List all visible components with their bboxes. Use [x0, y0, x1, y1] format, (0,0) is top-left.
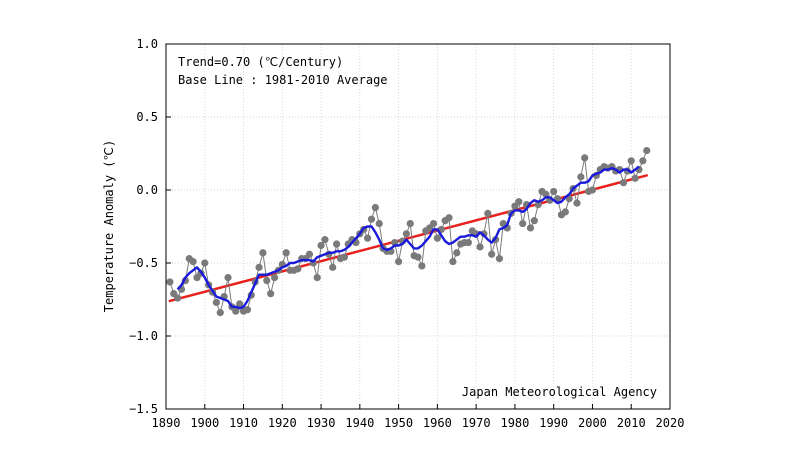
annual-anomaly-point: [270, 274, 279, 282]
x-tick-label: 1910: [229, 416, 258, 430]
annual-anomaly-point: [631, 174, 639, 182]
annual-anomaly-point: [243, 306, 252, 314]
annual-anomaly-point: [515, 198, 523, 206]
y-tick-label: −1.5: [129, 402, 158, 416]
grid-lines: [166, 44, 670, 409]
annual-anomaly-point: [340, 253, 348, 261]
annual-anomaly-point: [189, 257, 197, 266]
annual-anomaly-point: [639, 157, 647, 165]
annual-anomaly-point: [371, 203, 379, 212]
x-tick-label: 1900: [190, 416, 219, 430]
annual-anomaly-point: [476, 243, 484, 251]
y-axis-title: Temperature Anomaly (℃): [102, 140, 116, 312]
x-tick-label: 2020: [656, 416, 685, 430]
annual-anomaly-point: [232, 307, 240, 315]
annual-anomaly-point: [445, 214, 453, 222]
annual-anomaly-point: [259, 249, 267, 257]
annual-anomaly-point: [619, 179, 628, 187]
x-tick-label: 1890: [152, 416, 181, 430]
annual-anomaly-point: [433, 234, 441, 242]
annual-anomaly-point: [224, 274, 232, 282]
annual-anomaly-point: [236, 300, 244, 308]
annual-anomaly-point: [263, 276, 271, 285]
annual-anomaly-point: [305, 250, 314, 258]
source-annotation: Japan Meteorological Agency: [462, 385, 657, 399]
y-tick-label: 0.0: [136, 183, 158, 197]
annual-anomaly-point: [367, 215, 376, 223]
x-tick-label: 1990: [539, 416, 568, 430]
annual-anomaly-point: [212, 298, 220, 307]
plot-frame: [165, 43, 671, 410]
x-tick-label: 1980: [500, 416, 529, 430]
annual-anomaly-point: [294, 265, 302, 273]
y-axis-ticks: −1.5 −1.0 −0.5 0.0 0.5 1.0: [129, 37, 171, 416]
annual-anomaly-point: [534, 201, 542, 209]
y-tick-label: 0.5: [136, 110, 158, 124]
x-tick-label: 1960: [423, 416, 452, 430]
annual-anomaly-point: [581, 154, 589, 162]
annual-anomaly-point: [402, 230, 410, 238]
annual-anomaly-point: [317, 241, 325, 250]
annual-anomaly-point: [526, 224, 535, 232]
annual-anomaly-point: [201, 259, 209, 267]
annual-anomaly-point: [255, 263, 263, 271]
annual-anomaly-point: [329, 263, 337, 271]
trend-annotation: Trend=0.70 (℃/Century): [178, 55, 343, 69]
x-tick-label: 1940: [345, 416, 374, 430]
annual-anomaly-point: [484, 209, 492, 217]
y-tick-label: −1.0: [129, 329, 158, 343]
x-axis-ticks: 1890 1900 1910 1920 1930 1940 1950 1960 1970 1980…: [152, 404, 685, 430]
annual-anomaly-point: [375, 219, 383, 228]
y-tick-label: −0.5: [129, 256, 158, 270]
annual-anomaly-point: [519, 219, 527, 228]
annual-anomaly-point: [488, 250, 496, 258]
x-tick-label: 1930: [307, 416, 336, 430]
annual-anomaly-point: [395, 257, 403, 266]
annual-anomaly-point: [643, 146, 651, 155]
annual-anomaly-point: [364, 234, 372, 242]
annual-anomaly-point: [561, 208, 569, 216]
annual-anomaly-point: [174, 294, 182, 302]
annual-anomaly-point: [406, 219, 414, 228]
annual-anomaly-point: [550, 187, 558, 196]
annual-anomaly-point: [282, 249, 290, 257]
annual-anomaly-point: [166, 278, 174, 286]
annual-anomaly-point: [332, 240, 341, 248]
running-mean-line: [176, 165, 640, 310]
annual-anomaly-point: [453, 249, 461, 257]
x-tick-label: 1970: [462, 416, 491, 430]
baseline-annotation: Base Line : 1981-2010 Average: [178, 73, 388, 87]
annual-anomaly-point: [577, 173, 585, 181]
annual-anomaly-point: [267, 290, 275, 298]
x-tick-label: 2010: [617, 416, 646, 430]
annual-anomaly-point: [216, 309, 224, 317]
annual-anomaly-line: [169, 150, 648, 315]
annual-anomaly-point: [588, 186, 597, 194]
annual-anomaly-point: [418, 262, 426, 270]
annual-anomaly-point: [495, 255, 504, 263]
annual-anomaly-point: [627, 157, 635, 165]
x-tick-label: 1920: [268, 416, 297, 430]
y-tick-label: 1.0: [136, 37, 158, 51]
annual-anomaly-point: [429, 219, 438, 228]
x-tick-label: 2000: [578, 416, 607, 430]
annual-anomaly-point: [464, 238, 472, 247]
annual-anomaly-point: [573, 199, 581, 207]
running-mean-layer: [176, 165, 640, 310]
annual-anomaly-point: [530, 217, 538, 225]
x-tick-label: 1950: [384, 416, 413, 430]
annual-anomaly-point: [414, 253, 422, 261]
annual-anomaly-point: [321, 236, 329, 244]
annual-anomaly-point: [313, 274, 321, 282]
annual-anomaly-point: [449, 257, 457, 266]
